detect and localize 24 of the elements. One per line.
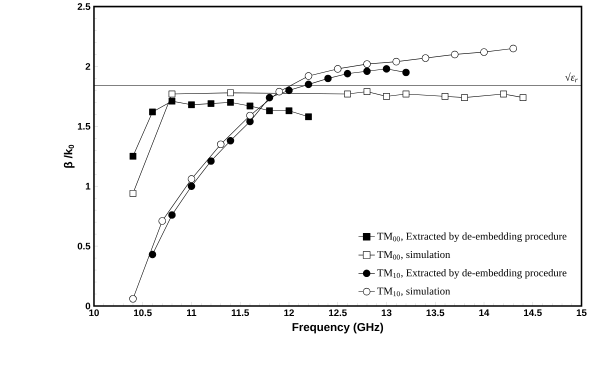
x-tick-label: 14 — [479, 309, 490, 316]
x-tick-label: 11 — [187, 309, 196, 316]
y-axis-title: β /k$_{0}$ — [64, 144, 75, 168]
y-tick-label: 2.5 — [78, 3, 90, 10]
x-tick-label: 11.5 — [232, 309, 250, 316]
x-tick-label: 14.5 — [524, 309, 542, 316]
legend-label: TM$_{00}$, Extracted by de-embedding procedure — [377, 232, 566, 242]
x-tick-label: 15 — [576, 309, 587, 316]
x-tick-label: 13.5 — [426, 309, 444, 316]
y-tick-label: 1.5 — [78, 123, 90, 130]
x-tick-label: 13 — [382, 309, 392, 316]
x-tick-label: 10 — [89, 309, 99, 316]
x-tick-label: 12 — [284, 309, 294, 316]
x-axis-title: Frequency (GHz) — [292, 322, 384, 334]
x-tick-label: 10.5 — [134, 309, 152, 316]
legend-label: TM$_{10}$, simulation — [377, 287, 450, 296]
y-tick-label: 0.5 — [78, 242, 90, 250]
y-tick-label: 1 — [86, 182, 90, 190]
y-tick-label: 2 — [86, 63, 90, 70]
legend-label: TM$_{10}$, Extracted by de-embedding procedure — [377, 269, 566, 279]
y-tick-label: 0 — [86, 302, 90, 310]
x-tick-label: 12.5 — [329, 309, 347, 316]
ref-line-label: √ε$_{r}$ — [565, 72, 578, 82]
legend-label: TM$_{00}$, simulation — [377, 250, 450, 260]
